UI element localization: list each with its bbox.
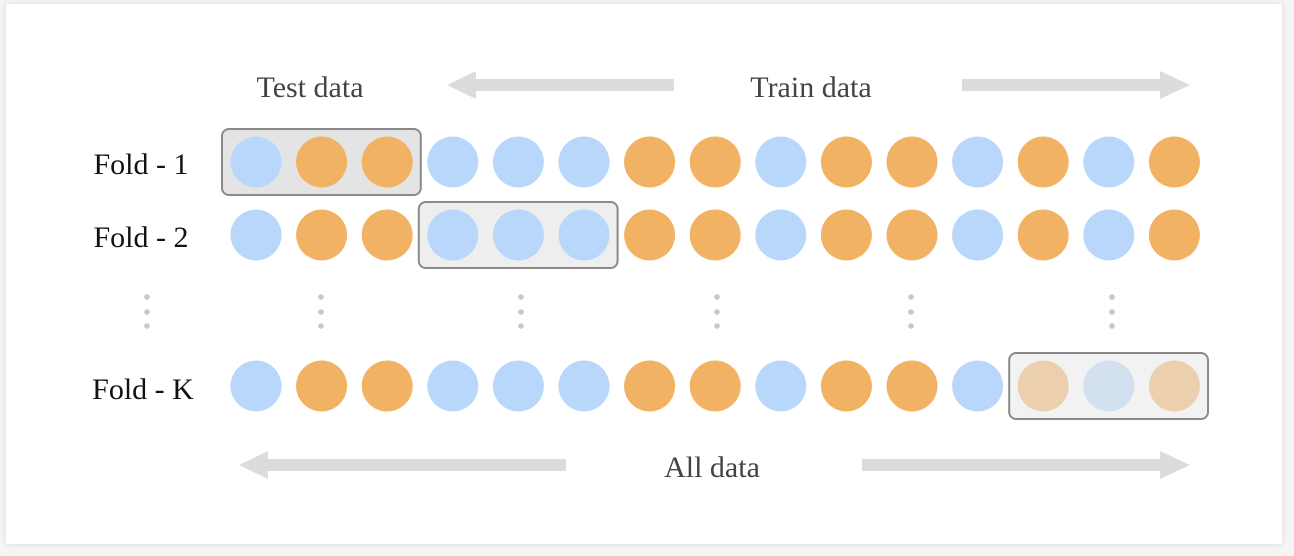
ellipsis-dot — [714, 294, 720, 300]
ellipsis-dot — [318, 309, 324, 315]
ellipsis-dot — [144, 309, 150, 315]
data-point-orange — [820, 360, 872, 412]
data-point-blue — [952, 360, 1004, 412]
ellipsis-dot — [1109, 309, 1115, 315]
data-point-orange — [624, 209, 676, 261]
data-point-orange — [296, 209, 348, 261]
data-point-orange — [361, 209, 413, 261]
ellipsis-dot — [518, 323, 524, 329]
data-point-blue — [1083, 209, 1135, 261]
test-box-overlay-layer — [1008, 352, 1210, 420]
data-point-orange — [689, 209, 741, 261]
data-point-blue — [755, 209, 807, 261]
data-point-blue — [558, 136, 610, 188]
data-point-blue — [427, 360, 479, 412]
ellipsis-dot — [714, 323, 720, 329]
vertical-ellipsis — [908, 294, 914, 329]
train-arrow-left — [447, 71, 674, 99]
vertical-ellipsis — [714, 294, 720, 329]
ellipsis-dot — [908, 294, 914, 300]
ellipsis-dot — [144, 294, 150, 300]
ellipsis-dot — [144, 323, 150, 329]
data-point-blue — [427, 209, 479, 261]
ellipsis-dot — [518, 294, 524, 300]
all-data-arrow-right — [862, 451, 1190, 479]
data-point-blue — [492, 360, 544, 412]
fold-k-label: Fold - K — [92, 373, 194, 406]
ellipsis-dot — [518, 309, 524, 315]
ellipsis-dot — [318, 294, 324, 300]
data-point-blue — [427, 136, 479, 188]
ellipsis-dot — [318, 323, 324, 329]
data-point-orange — [820, 136, 872, 188]
data-point-orange — [624, 136, 676, 188]
diagram-frame — [6, 4, 1282, 544]
data-point-orange — [1017, 209, 1069, 261]
ellipsis-dot — [908, 309, 914, 315]
data-point-orange — [886, 209, 938, 261]
ellipsis-dot — [908, 323, 914, 329]
data-point-orange — [689, 360, 741, 412]
train-data-label: Train data — [750, 71, 871, 104]
data-point-orange — [886, 136, 938, 188]
data-point-blue — [492, 136, 544, 188]
ellipsis-dot — [1109, 294, 1115, 300]
vertical-ellipsis — [518, 294, 524, 329]
vertical-ellipsis — [318, 294, 324, 329]
data-point-blue — [952, 209, 1004, 261]
data-point-blue — [755, 360, 807, 412]
train-arrow-right — [962, 71, 1190, 99]
data-point-blue — [230, 360, 282, 412]
vertical-ellipsis — [144, 294, 150, 329]
data-point-blue — [755, 136, 807, 188]
test-box-fold-3 — [1008, 352, 1210, 420]
all-data-arrow-left — [239, 451, 566, 479]
data-point-blue — [558, 209, 610, 261]
vertical-ellipsis — [1109, 294, 1115, 329]
data-point-orange — [820, 209, 872, 261]
test-data-label: Test data — [256, 71, 363, 104]
data-point-blue — [558, 360, 610, 412]
data-point-blue — [492, 209, 544, 261]
data-point-orange — [624, 360, 676, 412]
ellipsis-dot — [714, 309, 720, 315]
data-point-blue — [230, 209, 282, 261]
data-point-blue — [230, 136, 282, 188]
fold-1-label: Fold - 1 — [93, 148, 188, 181]
data-point-blue — [952, 136, 1004, 188]
data-point-orange — [361, 360, 413, 412]
vertical-ellipsis-group — [144, 294, 1115, 329]
data-point-orange — [1148, 136, 1200, 188]
data-point-orange — [886, 360, 938, 412]
test-box-layer — [221, 128, 619, 269]
data-point-orange — [296, 360, 348, 412]
data-point-orange — [296, 136, 348, 188]
data-point-orange — [361, 136, 413, 188]
ellipsis-dot — [1109, 323, 1115, 329]
data-point-orange — [1017, 136, 1069, 188]
data-point-orange — [689, 136, 741, 188]
data-point-blue — [1083, 136, 1135, 188]
fold-2-label: Fold - 2 — [93, 221, 188, 254]
data-point-orange — [1148, 209, 1200, 261]
all-data-label: All data — [664, 451, 760, 484]
